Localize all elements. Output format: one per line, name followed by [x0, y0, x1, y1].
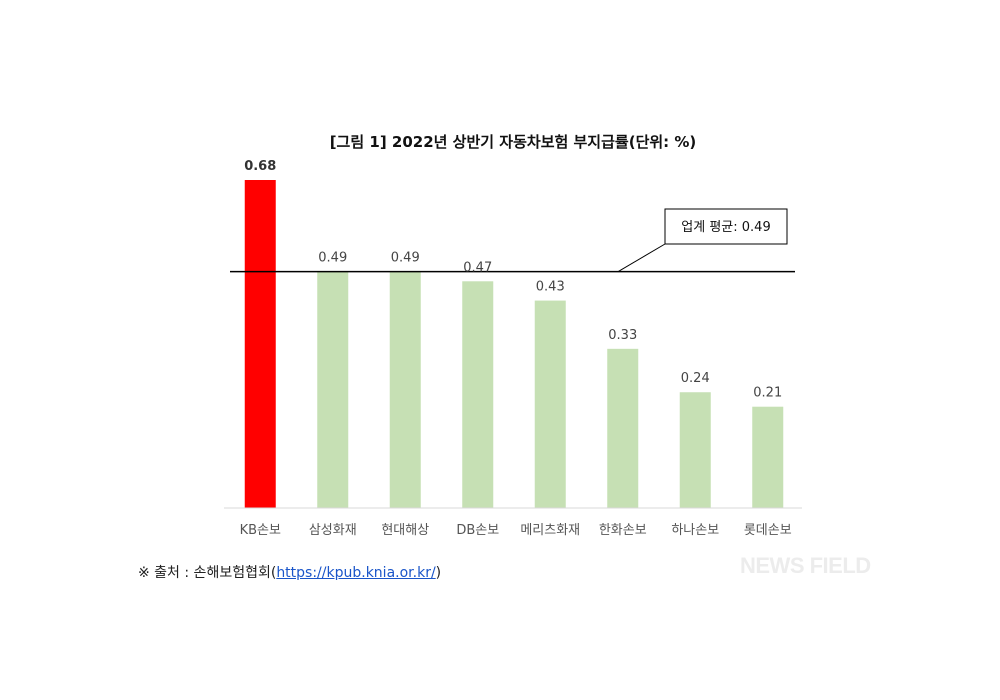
category-label-2: 현대해상 — [381, 523, 429, 538]
value-labels-group: 0.68 0.49 0.49 0.47 0.43 0.33 0.24 0.21 — [244, 159, 782, 401]
value-label-3: 0.47 — [463, 260, 492, 275]
average-callout-label: 업계 평균: 0.49 — [681, 220, 770, 235]
bar-7 — [752, 406, 784, 508]
source-prefix: ※ 출처 : 손해보험협회( — [138, 565, 277, 581]
bar-6 — [679, 392, 711, 508]
bar-2 — [389, 271, 421, 508]
value-label-0: 0.68 — [244, 159, 276, 174]
category-label-7: 롯데손보 — [744, 523, 792, 538]
bar-0 — [244, 180, 276, 508]
bar-4 — [534, 300, 566, 508]
value-label-4: 0.43 — [536, 280, 565, 295]
source-suffix: ) — [435, 565, 442, 581]
chart-title: [그림 1] 2022년 상반기 자동차보험 부지급률(단위: %) — [330, 133, 697, 151]
bar-5 — [607, 348, 639, 508]
average-callout-leader — [617, 243, 666, 273]
source-link[interactable]: https://kpub.knia.or.kr/ — [276, 565, 436, 581]
watermark-logo: NEWS FIELD — [740, 553, 871, 578]
value-label-1: 0.49 — [318, 251, 347, 266]
category-labels-group: KB손보 삼성화재 현대해상 DB손보 메리츠화재 한화손보 하나손보 롯데손보 — [240, 523, 792, 538]
value-label-2: 0.49 — [391, 251, 420, 266]
category-label-6: 하나손보 — [671, 523, 719, 538]
category-label-3: DB손보 — [456, 523, 499, 538]
category-label-1: 삼성화재 — [309, 523, 357, 538]
value-label-7: 0.21 — [753, 386, 782, 401]
source-note: ※ 출처 : 손해보험협회(https://kpub.knia.or.kr/) — [138, 562, 441, 582]
category-label-5: 한화손보 — [599, 523, 647, 538]
category-label-4: 메리츠화재 — [520, 523, 580, 538]
bar-1 — [317, 271, 349, 508]
bars-group — [244, 180, 784, 508]
value-label-5: 0.33 — [608, 328, 637, 343]
value-label-6: 0.24 — [681, 371, 710, 386]
bar-3 — [462, 281, 494, 508]
category-label-0: KB손보 — [240, 523, 281, 538]
average-callout-box — [664, 208, 788, 245]
